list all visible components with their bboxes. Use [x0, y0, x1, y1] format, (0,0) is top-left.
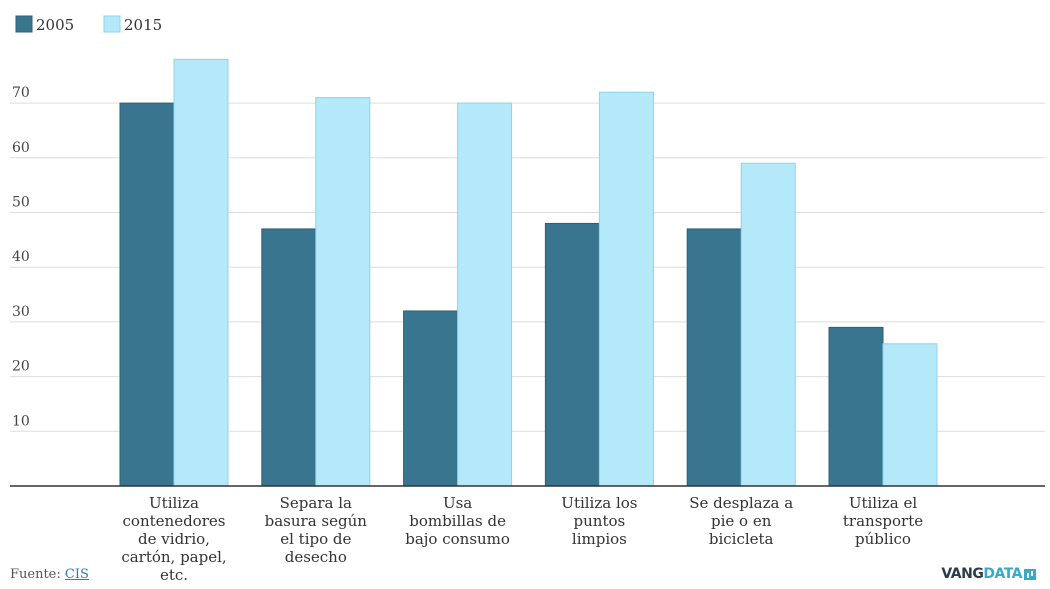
brand-logo: VANG DATA — [941, 566, 1036, 582]
bar-2015 — [740, 162, 796, 487]
source-label: Fuente: — [10, 567, 61, 582]
legend-label-2015: 2015 — [124, 16, 162, 34]
x-category-label: desecho — [285, 548, 347, 566]
legend-swatch-2005 — [15, 15, 33, 33]
bar-2005 — [828, 326, 884, 487]
x-category-label: de vidrio, — [138, 530, 210, 548]
bar-2015 — [457, 102, 513, 487]
x-category-label: cartón, papel, — [121, 548, 226, 566]
y-tick-label: 10 — [12, 413, 30, 429]
legend: 2005 2015 — [15, 15, 162, 34]
legend-swatch-2015 — [103, 15, 121, 33]
x-category-label: Se desplaza a — [689, 494, 793, 512]
x-category-label: Utiliza — [149, 494, 199, 512]
x-category-label: bajo consumo — [405, 530, 510, 548]
x-category-label: Utiliza los — [561, 494, 637, 512]
bars — [119, 58, 938, 487]
bar-2015 — [315, 97, 371, 487]
bar-chart-icon — [1024, 568, 1036, 580]
source-note: Fuente: CIS — [10, 567, 89, 582]
y-tick-label: 20 — [12, 359, 30, 375]
y-tick-label: 30 — [12, 304, 30, 320]
legend-label-2005: 2005 — [36, 16, 74, 34]
bar-2015 — [598, 91, 654, 487]
x-category-label: Usa — [443, 494, 472, 512]
x-category-label: bicicleta — [709, 530, 774, 548]
x-category-label: pie o en — [711, 512, 772, 530]
bar-2005 — [119, 102, 175, 487]
bar-2015 — [882, 343, 938, 487]
x-category-label: público — [855, 530, 911, 548]
x-category-label: el tipo de — [280, 530, 351, 548]
y-axis: 10 20 30 40 50 60 70 — [12, 85, 30, 429]
y-tick-label: 70 — [12, 85, 30, 101]
x-category-label: basura según — [265, 512, 368, 530]
bar-2005 — [403, 310, 459, 487]
bar-2005 — [261, 228, 317, 487]
bar-2005 — [686, 228, 742, 487]
x-category-label: contenedores — [123, 512, 226, 530]
x-category-label: transporte — [843, 512, 923, 530]
y-tick-label: 60 — [12, 140, 30, 156]
y-tick-label: 50 — [12, 195, 30, 211]
brand-main: VANG — [941, 566, 984, 582]
x-category-label: Separa la — [280, 494, 352, 512]
bar-2005 — [544, 222, 600, 487]
y-tick-label: 40 — [12, 249, 30, 265]
x-category-label: bombillas de — [409, 512, 506, 530]
source-link[interactable]: CIS — [64, 567, 89, 582]
x-category-label: limpios — [572, 530, 627, 548]
x-category-label: etc. — [160, 566, 188, 584]
x-category-label: puntos — [574, 512, 626, 530]
x-category-label: Utiliza el — [849, 494, 918, 512]
brand-accent: DATA — [983, 566, 1022, 582]
bar-2015 — [173, 58, 229, 487]
